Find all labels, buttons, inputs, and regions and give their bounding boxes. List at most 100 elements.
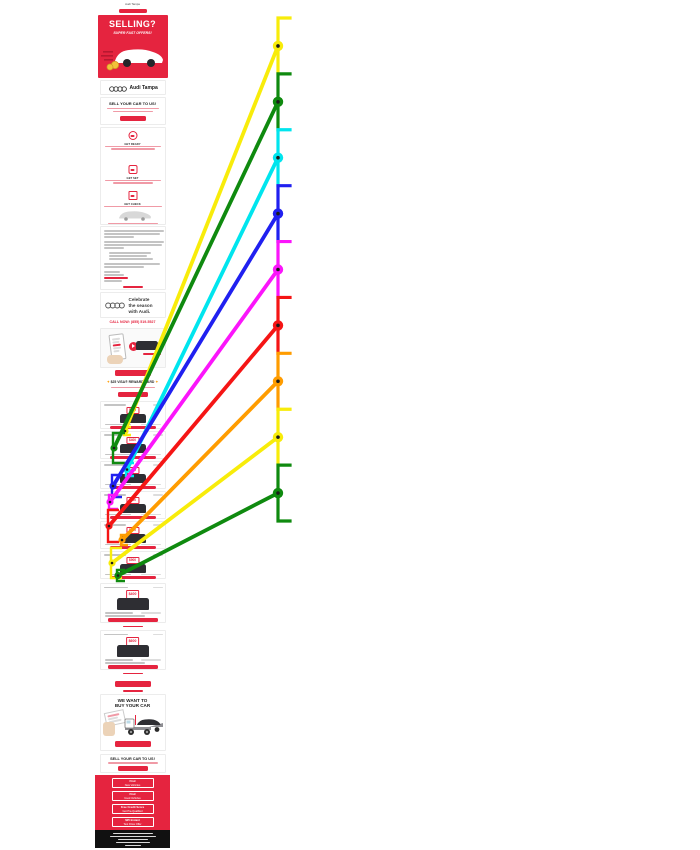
ruler-node-orange (272, 376, 284, 387)
brand-bar: Audi Tampa (99, 80, 166, 95)
vehicle-photo (119, 563, 146, 573)
text-line-placeholder (107, 222, 158, 224)
celebrate-line: with Audi. (128, 308, 151, 314)
text-line-placeholder (104, 179, 161, 181)
get-check-icon (128, 191, 137, 200)
text-line-placeholder (110, 386, 155, 388)
shop-now-button[interactable] (109, 486, 156, 489)
vehicle-photo (119, 413, 146, 423)
text-line-placeholder (110, 148, 155, 150)
car-photo (118, 211, 151, 221)
shop-now-button[interactable] (109, 516, 156, 519)
ruler-node-dot (276, 379, 280, 384)
vehicle-photo (116, 645, 149, 657)
inventory-link[interactable] (122, 690, 143, 692)
footer-box-new-vehicles[interactable]: Find New Vehicles (111, 778, 154, 788)
view-details-link[interactable] (122, 672, 143, 674)
ruler-node-dot (276, 211, 280, 216)
text-line-placeholder (108, 258, 153, 260)
vehicle-photo (119, 443, 146, 453)
ruler-segment-blue (276, 184, 292, 244)
ruler-node-dot (276, 267, 280, 272)
ruler-segment-red (276, 295, 292, 355)
get-ready-icon (128, 131, 137, 140)
shop-now-button[interactable] (107, 618, 158, 622)
sell-top-section: SELL YOUR CAR TO US! (99, 97, 166, 125)
email-top-brand: Audi Tampa (125, 2, 140, 6)
brand-name: Audi Tampa (129, 85, 158, 91)
text-line-placeholder (103, 241, 164, 243)
top-cta-button[interactable] (118, 9, 147, 13)
hero-banner: SELLING? SUPER FAST OFFERS! (97, 15, 168, 78)
sell-bottom-cta-button[interactable] (117, 765, 148, 771)
ruler-node-cyan (272, 152, 284, 163)
text-line-placeholder (103, 230, 164, 232)
vehicle-card[interactable]: $900 (99, 551, 166, 579)
vehicle-card[interactable]: $700 (99, 521, 166, 549)
call-now-link[interactable]: CALL NOW: (855) 519-5527 (109, 320, 156, 324)
get-set-icon (128, 165, 137, 174)
sell-top-cta-button[interactable] (119, 115, 146, 121)
shop-now-button[interactable] (109, 576, 156, 579)
letter-link[interactable] (122, 286, 143, 288)
sell-top-title: SELL YOUR CAR TO US! (108, 100, 157, 106)
ruler-node-yellow (272, 40, 284, 52)
ruler-node-green (272, 96, 284, 108)
ruler-segment-orange (276, 351, 292, 411)
ruler-node-dot (276, 155, 280, 160)
text-line-placeholder (103, 205, 162, 207)
vehicle-photo (116, 598, 149, 610)
ruler-node-dot (276, 323, 280, 328)
want-to-buy-cta-button[interactable] (114, 741, 151, 747)
celebrate-line: the season (128, 302, 153, 308)
want-to-buy-title-line: WE WANT TO (117, 697, 148, 703)
sparkle-icon: ✦ (154, 380, 159, 384)
vehicle-card[interactable]: $800 (99, 401, 166, 429)
signature-line (103, 274, 124, 276)
vehicle-card[interactable]: $600 (99, 630, 166, 670)
shop-now-button[interactable] (109, 546, 156, 549)
audi-rings-icon (104, 302, 125, 309)
vehicle-card[interactable]: $600 (99, 461, 166, 489)
shop-now-button[interactable] (107, 665, 158, 669)
signature-link[interactable] (103, 277, 128, 279)
inventory-cta-button[interactable] (114, 681, 151, 687)
text-line-placeholder (104, 145, 161, 147)
want-to-buy-section: WE WANT TO BUY YOUR CAR (99, 694, 166, 751)
text-line-placeholder (103, 236, 134, 238)
ruler-node-blue (272, 208, 284, 219)
vehicle-card[interactable]: $400 (99, 583, 166, 623)
footer-box-credit-score[interactable]: Free Credit Score Get Pre-Qualified (111, 804, 154, 814)
shop-now-button[interactable] (109, 456, 156, 459)
text-line-placeholder (107, 762, 158, 764)
want-to-buy-title-line: BUY YOUR CAR (114, 703, 151, 709)
shop-now-button[interactable] (109, 426, 156, 429)
legal-text-line (112, 833, 153, 834)
tow-truck-illustration (124, 715, 163, 735)
signature-line (103, 280, 122, 282)
audi-rings-icon (108, 85, 127, 92)
text-line-placeholder (142, 353, 161, 355)
visa-cta-button[interactable] (117, 391, 148, 397)
text-line-placeholder (112, 110, 153, 112)
text-line-placeholder (108, 255, 147, 257)
video-cta-button[interactable] (114, 370, 151, 376)
vehicle-card[interactable]: $500 (99, 491, 166, 519)
video-section[interactable] (99, 328, 166, 368)
vehicle-card[interactable]: $400 (99, 431, 166, 459)
footer-box-test-drive[interactable]: $25 Instant Test Drive Offer (111, 817, 154, 827)
view-details-link[interactable] (122, 625, 143, 627)
ruler-node-magenta (272, 264, 284, 275)
ruler-node-green-2 (272, 487, 284, 499)
hero-title: SELLING? (109, 19, 156, 29)
footer-box-used-vehicles[interactable]: Find Used Vehicles (111, 791, 154, 801)
ruler-node-dot (276, 44, 280, 48)
text-line-placeholder (108, 252, 151, 254)
letter-section (99, 226, 166, 290)
text-line-placeholder (103, 266, 144, 268)
ruler-node-dot (276, 435, 280, 439)
text-line-placeholder (103, 263, 160, 265)
hero-subtitle: SUPER FAST OFFERS! (113, 31, 152, 35)
celebrate-section: Celebrate the season with Audi. (99, 292, 166, 318)
